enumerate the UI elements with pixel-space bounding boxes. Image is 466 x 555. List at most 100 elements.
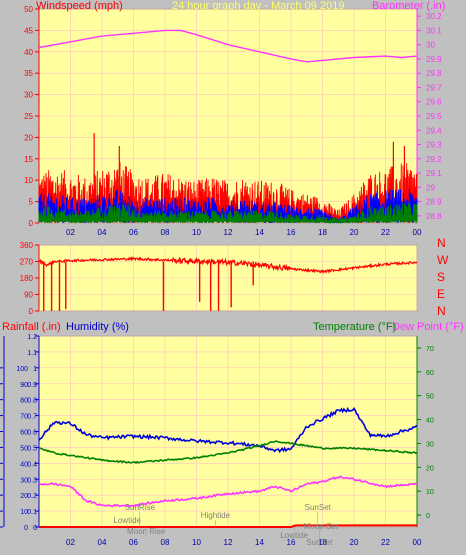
- temperature-tick-label: 20: [426, 465, 434, 472]
- barometer-tick-label: 28.8: [426, 212, 442, 221]
- bottom-time-tick-label: 10: [192, 538, 201, 547]
- humidity-title: Humidity (%): [66, 321, 129, 333]
- compass-n-bottom: N: [437, 304, 446, 318]
- temperature-tick-label: 10: [426, 489, 434, 496]
- bottom-time-tick-label: 08: [161, 538, 170, 547]
- time-tick-label: 10: [192, 228, 201, 237]
- rainfall-title: Rainfall (.in): [2, 321, 61, 333]
- humidity-tick-label: 50: [20, 445, 28, 452]
- bottom-time-tick-label: 14: [255, 538, 264, 547]
- rain-tick-label: 0.7: [27, 414, 37, 421]
- wind-tick-label: 0: [29, 219, 34, 228]
- barometer-tick-label: 29.2: [426, 155, 442, 164]
- dewpoint-series: [38, 475, 418, 508]
- humidity-tick-label: 30: [20, 477, 28, 484]
- direction-tick-label: 0: [29, 307, 34, 316]
- barometer-tick-label: 29.8: [426, 69, 442, 78]
- axis-labels: 0510152025303540455028.828.92929.129.229…: [0, 5, 442, 547]
- compass-s: S: [437, 270, 445, 284]
- direction-tick-label: 180: [20, 274, 34, 283]
- barometer-tick-label: 29.5: [426, 112, 442, 121]
- direction-tick-label: 90: [24, 291, 33, 300]
- rain-tick-label: 1.2: [27, 334, 37, 341]
- humidity-tick-label: 60: [20, 430, 28, 437]
- temperature-tick-label: 0: [426, 513, 430, 520]
- humidity-tick-label: 80: [20, 398, 28, 405]
- temperature-tick-label: 50: [426, 394, 434, 401]
- barometer-series: [38, 29, 418, 63]
- time-tick-label: 16: [287, 228, 296, 237]
- wind-tick-label: 50: [24, 5, 33, 14]
- grid-lines: [39, 8, 418, 528]
- barometer-tick-label: 29.9: [426, 55, 442, 64]
- compass-e: E: [437, 287, 445, 301]
- graph-title: 24 hour graph day - March 09 2019: [172, 0, 344, 12]
- wind-tick-label: 40: [24, 48, 33, 57]
- rainfall-series: [39, 524, 417, 528]
- rain-tick-label: 0.8: [27, 398, 37, 405]
- event-label: Moon Set: [304, 522, 339, 531]
- humidity-tick-label: 100: [16, 366, 28, 373]
- wind-tick-label: 30: [24, 91, 33, 100]
- wind-tick-label: 25: [24, 112, 33, 121]
- humidity-series: [38, 406, 418, 454]
- event-label: Hightide: [201, 511, 231, 520]
- rain-tick-label: 0.6: [27, 430, 37, 437]
- direction-tick-label: 360: [20, 241, 34, 250]
- humidity-tick-label: 10: [20, 509, 28, 516]
- bottom-time-tick-label: 06: [129, 538, 138, 547]
- humidity-tick-label: 0: [24, 525, 28, 532]
- rain-tick-label: 0.4: [27, 461, 37, 468]
- rain-tick-label: 0.3: [27, 477, 37, 484]
- barometer-tick-label: 29.7: [426, 83, 442, 92]
- temperature-tick-label: 40: [426, 418, 434, 425]
- time-tick-label: 18: [318, 228, 327, 237]
- barometer-tick-label: 29: [426, 183, 435, 192]
- barometer-tick-label: 29.3: [426, 141, 442, 150]
- time-tick-label: 22: [381, 228, 390, 237]
- time-tick-label: 00: [413, 228, 422, 237]
- rain-tick-label: 0.5: [27, 445, 37, 452]
- time-tick-label: 12: [224, 228, 233, 237]
- barometer-tick-label: 29.6: [426, 98, 442, 107]
- bottom-time-tick-label: 02: [66, 538, 75, 547]
- barometer-tick-label: 29.4: [426, 126, 442, 135]
- rain-tick-label: 0: [33, 525, 37, 532]
- data-series: [38, 29, 418, 528]
- event-label: SunRise: [125, 503, 156, 512]
- event-label: Lowtide: [113, 516, 141, 525]
- event-label: SunSet: [305, 503, 332, 512]
- event-label: SunSet: [306, 538, 333, 547]
- time-tick-label: 02: [66, 228, 75, 237]
- rain-tick-label: 0.9: [27, 382, 37, 389]
- humidity-tick-label: 40: [20, 461, 28, 468]
- compass-w: W: [437, 253, 449, 267]
- bottom-time-tick-label: 12: [224, 538, 233, 547]
- bottom-time-tick-label: 16: [287, 538, 296, 547]
- windspeed-title: Windspeed (mph): [36, 0, 123, 12]
- dewpoint-title: Dew Point (°F): [392, 321, 464, 333]
- wind-tick-label: 20: [24, 133, 33, 142]
- wind-average-series: [38, 201, 418, 225]
- temperature-tick-label: 60: [426, 370, 434, 377]
- wind-tick-label: 5: [29, 198, 34, 207]
- rain-tick-label: 1: [33, 366, 37, 373]
- barometer-tick-label: 28.9: [426, 198, 442, 207]
- time-tick-label: 06: [129, 228, 138, 237]
- bottom-time-tick-label: 18: [318, 538, 327, 547]
- humidity-tick-label: 70: [20, 414, 28, 421]
- bottom-time-tick-label: 22: [381, 538, 390, 547]
- time-tick-label: 20: [350, 228, 359, 237]
- barometer-tick-label: 30.1: [426, 26, 442, 35]
- wind-tick-label: 35: [24, 69, 33, 78]
- time-tick-label: 08: [161, 228, 170, 237]
- bottom-time-tick-label: 04: [98, 538, 107, 547]
- temperature-series: [38, 440, 418, 465]
- temperature-tick-label: 30: [426, 441, 434, 448]
- wind-tick-label: 10: [24, 176, 33, 185]
- temperature-tick-label: 70: [426, 346, 434, 353]
- direction-tick-label: 270: [20, 258, 34, 267]
- barometer-tick-label: 29.1: [426, 169, 442, 178]
